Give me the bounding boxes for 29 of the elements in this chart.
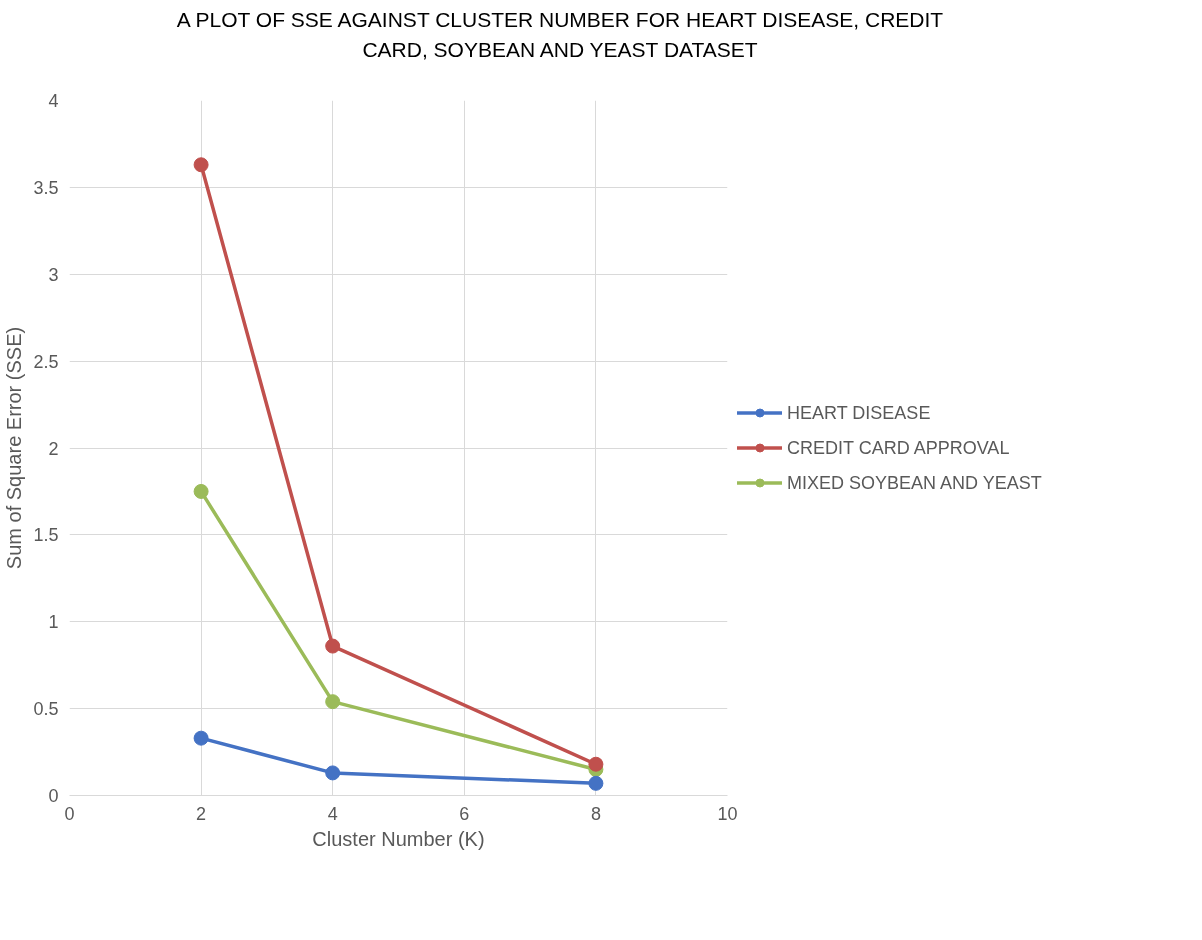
x-tick-label: 10 — [717, 803, 738, 824]
y-tick-label: 2.5 — [33, 351, 59, 372]
chart-title: A PLOT OF SSE AGAINST CLUSTER NUMBER FOR HEART DISEASE, CREDIT CARD, SOYBEAN AND YEAST DATASET — [175, 7, 945, 64]
y-tick-label: 1.5 — [33, 525, 59, 546]
point — [193, 157, 209, 173]
point — [325, 638, 341, 654]
y-tick-label: 3 — [48, 264, 59, 285]
y-tick-label: 1 — [48, 612, 59, 633]
x-tick-label: 0 — [64, 803, 75, 824]
point — [193, 483, 209, 499]
point — [588, 756, 604, 772]
legend-label: CREDIT CARD APPROVAL — [787, 437, 1010, 458]
y-tick-label: 2 — [48, 438, 59, 459]
y-axis-title: Sum of Square Error (SSE) — [3, 326, 26, 570]
x-tick-label: 8 — [590, 803, 601, 824]
x-tick-label: 4 — [327, 803, 338, 824]
point — [588, 775, 604, 791]
x-tick-label: 6 — [459, 803, 470, 824]
x-axis-title: Cluster Number (K) — [312, 827, 485, 850]
y-tick-label: 0.5 — [33, 699, 59, 720]
point — [193, 730, 209, 746]
y-tick-label: 4 — [48, 91, 59, 111]
y-tick-label: 3.5 — [33, 177, 59, 198]
legend-label: MIXED SOYBEAN AND YEAST — [787, 472, 1042, 493]
y-tick-label: 0 — [48, 786, 59, 806]
x-tick-label: 2 — [196, 803, 207, 824]
point — [325, 765, 341, 781]
point — [325, 694, 341, 710]
legend-label: HEART DISEASE — [787, 402, 931, 423]
